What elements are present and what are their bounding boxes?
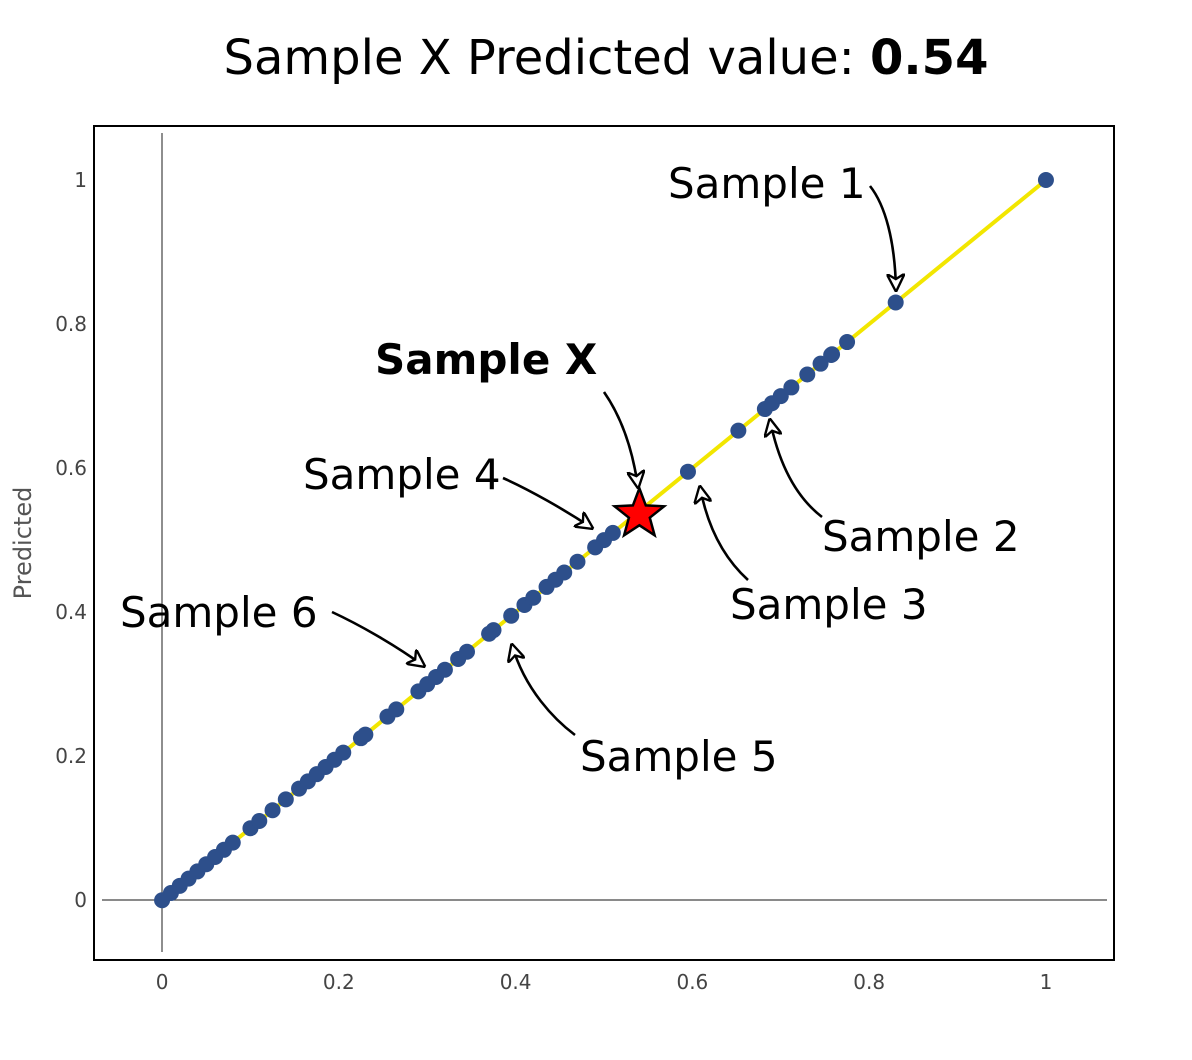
sample-x-star-marker: [611, 484, 668, 539]
y-axis-label: Predicted: [9, 487, 37, 600]
arrow-sample-3: [700, 487, 749, 581]
data-point: [224, 834, 241, 851]
data-point: [679, 463, 696, 480]
x-tick-label: 0.4: [500, 970, 532, 994]
data-point: [335, 744, 352, 761]
data-point: [556, 564, 573, 581]
data-point: [264, 802, 281, 819]
x-tick-label: 0.8: [853, 970, 885, 994]
data-point: [1037, 172, 1054, 189]
y-tick-label: 0.8: [55, 312, 87, 336]
data-point: [824, 346, 841, 363]
y-tick-label: 0: [74, 888, 87, 912]
x-tick-labels: 0 0.2 0.4 0.6 0.8 1: [156, 970, 1053, 994]
label-sample-6: Sample 6: [120, 588, 318, 637]
title-value: 0.54: [870, 30, 989, 86]
data-point: [569, 553, 586, 570]
x-tick-label: 0.6: [676, 970, 708, 994]
label-sample-5: Sample 5: [580, 732, 778, 781]
data-points: [154, 172, 1054, 909]
annotation-labels: Sample 1 Sample 2 Sample 3 Sample 4 Samp…: [120, 159, 1020, 781]
data-point: [730, 422, 747, 439]
chart-title: Sample X Predicted value: 0.54: [0, 30, 1192, 86]
data-point: [485, 622, 502, 639]
x-tick-label: 1: [1040, 970, 1053, 994]
label-sample-3: Sample 3: [730, 580, 928, 629]
data-point: [277, 791, 294, 808]
arrow-sample-4: [502, 476, 592, 528]
data-point: [799, 366, 816, 383]
arrow-sample-1: [868, 185, 896, 290]
y-tick-label: 0.2: [55, 744, 87, 768]
data-point: [604, 524, 621, 541]
label-sample-x: Sample X: [375, 335, 597, 384]
data-point: [887, 294, 904, 311]
data-point: [525, 589, 542, 606]
y-tick-label: 0.6: [55, 456, 87, 480]
annotation-arrows: [331, 185, 896, 737]
y-tick-labels: 0 0.2 0.4 0.6 0.8 1: [55, 168, 87, 912]
data-point: [783, 379, 800, 396]
data-point: [388, 701, 405, 718]
data-point: [458, 643, 475, 660]
data-point: [772, 388, 789, 405]
x-tick-label: 0: [156, 970, 169, 994]
x-tick-label: 0.2: [323, 970, 355, 994]
title-prefix: Sample X Predicted value:: [223, 30, 871, 86]
y-tick-label: 1: [74, 168, 87, 192]
arrow-sample-2: [770, 420, 823, 519]
arrow-sample-6: [331, 610, 424, 666]
arrow-sample-5: [512, 645, 576, 737]
label-sample-1: Sample 1: [668, 159, 866, 208]
data-point: [251, 813, 268, 829]
arrow-sample-x: [602, 391, 638, 487]
data-point: [812, 355, 829, 372]
label-sample-2: Sample 2: [822, 512, 1020, 561]
data-point: [839, 334, 856, 351]
data-point: [436, 661, 453, 678]
data-point: [357, 726, 374, 743]
data-point: [503, 607, 520, 624]
label-sample-4: Sample 4: [303, 450, 501, 499]
y-tick-label: 0.4: [55, 600, 87, 624]
